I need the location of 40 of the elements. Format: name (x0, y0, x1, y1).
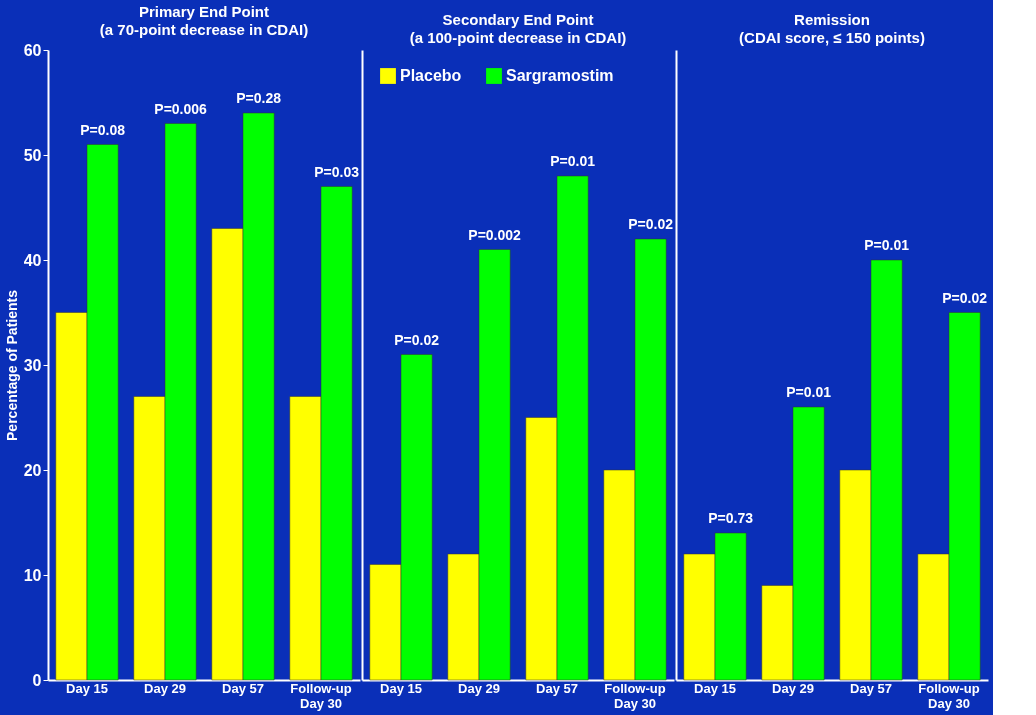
chart-title: Secondary End Point (442, 11, 594, 28)
annotation: P=0.02 (394, 331, 440, 348)
chart-title: Primary End Point (138, 3, 270, 20)
x-tick-label: Day 29 (144, 680, 186, 696)
x-tick-label: Day 57 (222, 680, 264, 696)
annotation: P=0.73 (708, 510, 754, 526)
chart-title: Remission (794, 11, 870, 28)
chart-subtitle: (a 100-point decrease in CDAI) (409, 29, 627, 46)
annotation: P=0.02 (942, 289, 988, 306)
legend-label: Placebo (400, 67, 462, 84)
y-axis-title: Percentage of Patients (3, 289, 20, 441)
legend-label: Sargramostim (506, 67, 614, 84)
y-tick-label: 50 (23, 146, 42, 164)
annotation: P=0.02 (628, 216, 674, 232)
annotation: P=0.01 (864, 237, 910, 253)
annotation: P=0.08 (80, 121, 126, 138)
y-tick-label: 0 (32, 671, 42, 689)
x-tick-label: Follow-up Day 30 (918, 680, 980, 711)
annotation: P=0.01 (550, 153, 596, 169)
x-tick-label: Day 29 (772, 680, 814, 696)
y-tick-label: 10 (23, 566, 42, 584)
x-tick-label: Day 57 (850, 680, 892, 696)
x-tick-label: Follow-up Day 30 (290, 680, 352, 711)
x-tick-label: Day 15 (694, 680, 736, 696)
annotation: P=0.002 (468, 226, 522, 243)
annotation: P=0.28 (236, 90, 282, 106)
annotation: P=0.006 (154, 100, 208, 117)
x-tick-label: Day 29 (458, 680, 500, 696)
annotation: P=0.03 (314, 163, 360, 180)
x-tick-label: Day 15 (66, 680, 108, 696)
x-tick-label: Follow-up Day 30 (604, 680, 666, 711)
y-tick-label: 40 (23, 251, 42, 269)
y-tick-label: 60 (23, 41, 42, 59)
y-tick-label: 30 (23, 356, 42, 374)
x-tick-label: Day 57 (536, 680, 578, 696)
annotation: P=0.01 (786, 384, 832, 400)
y-tick-label: 20 (23, 461, 42, 479)
chart-subtitle: (CDAI score, ≤ 150 points) (739, 29, 925, 46)
x-tick-label: Day 15 (380, 680, 422, 696)
chart-subtitle: (a 70-point decrease in CDAI) (99, 21, 309, 38)
